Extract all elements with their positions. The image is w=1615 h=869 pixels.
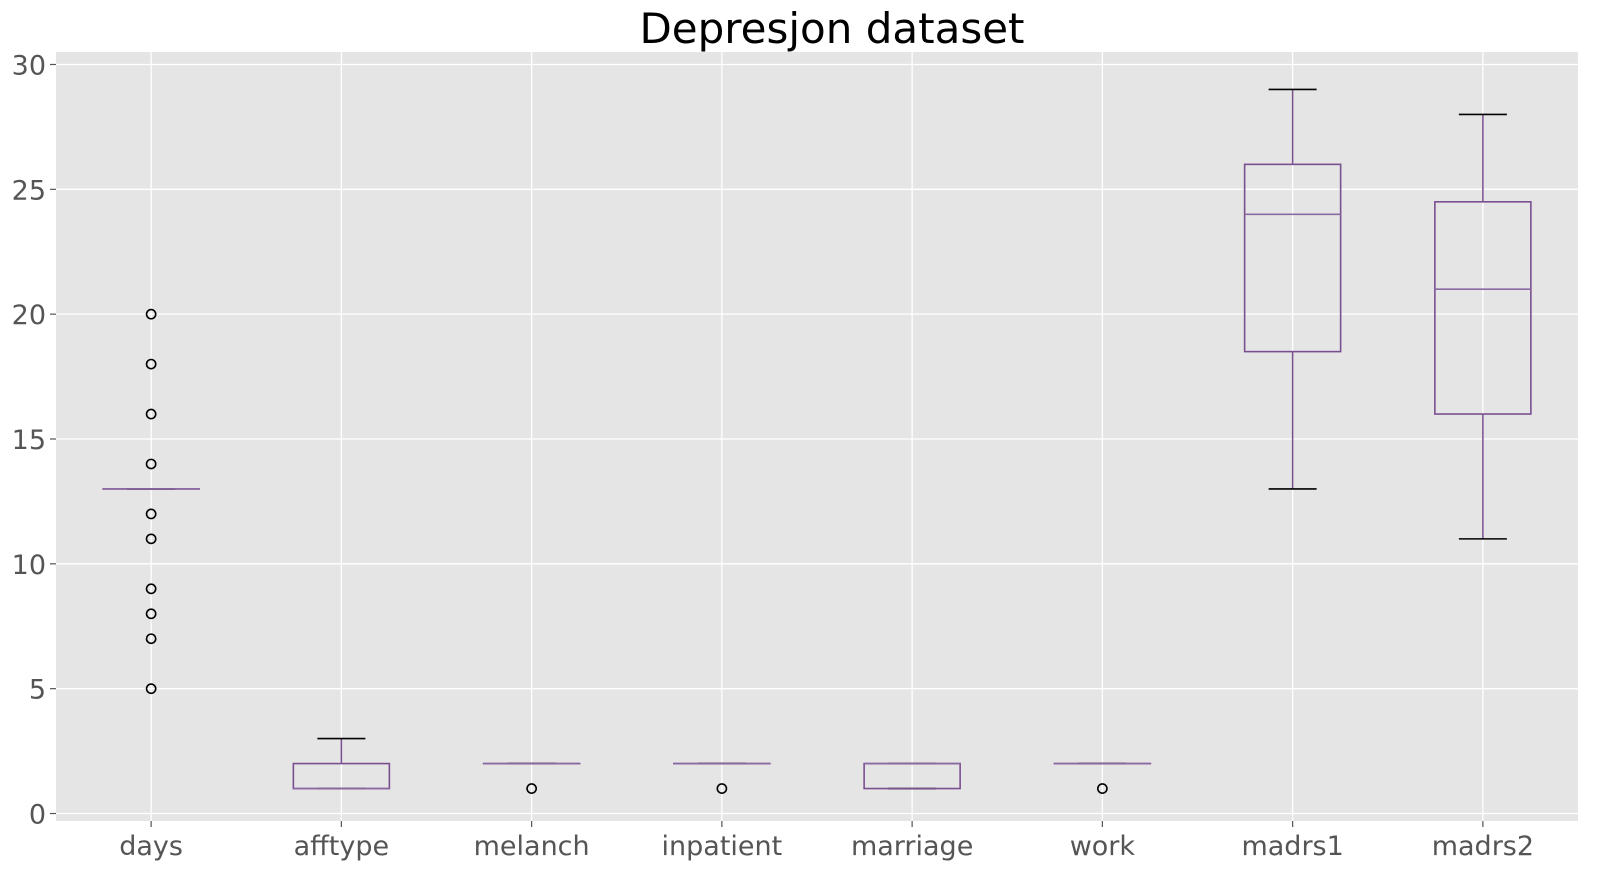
outlier-point [145,608,157,620]
y-tick-label: 20 [12,300,46,331]
box-work [1053,762,1152,794]
outlier-point [145,633,157,645]
box-madrs1 [1243,88,1342,490]
chart-title: Depresjon dataset [639,4,1024,53]
outlier-point [145,683,157,695]
x-tick-label: afftype [294,831,389,862]
outlier-point [145,508,157,520]
box-marriage [863,762,961,790]
x-tick-label: marriage [851,831,973,862]
y-tick-label: 25 [12,175,46,206]
outlier-point [1096,783,1108,794]
x-tick-label: inpatient [662,831,783,862]
x-tick-label: madrs2 [1432,831,1534,862]
x-tick-label: work [1070,831,1136,862]
box-days [102,308,200,695]
box-inpatient [673,762,771,794]
outlier-point [145,358,157,370]
y-tick-label: 30 [12,50,46,81]
outlier-point [145,583,157,595]
outlier-point [716,783,728,794]
outlier-point [145,308,157,320]
x-tick-label: days [119,831,183,862]
y-tick-label: 5 [29,675,46,706]
y-tick-label: 15 [12,425,46,456]
y-tick-label: 0 [29,800,46,831]
x-tick-label: melanch [474,831,590,862]
box-iqr [1243,163,1342,353]
box-iqr [1434,201,1532,415]
outlier-point [145,533,157,545]
plot-background [56,52,1578,821]
outlier-point [145,458,157,470]
outlier-point [526,783,538,794]
y-tick-label: 10 [12,550,46,581]
box-afftype [292,737,391,790]
box-melanch [482,762,581,794]
x-tick-label: madrs1 [1241,831,1343,862]
outlier-point [145,408,157,420]
box-madrs2 [1434,113,1532,540]
